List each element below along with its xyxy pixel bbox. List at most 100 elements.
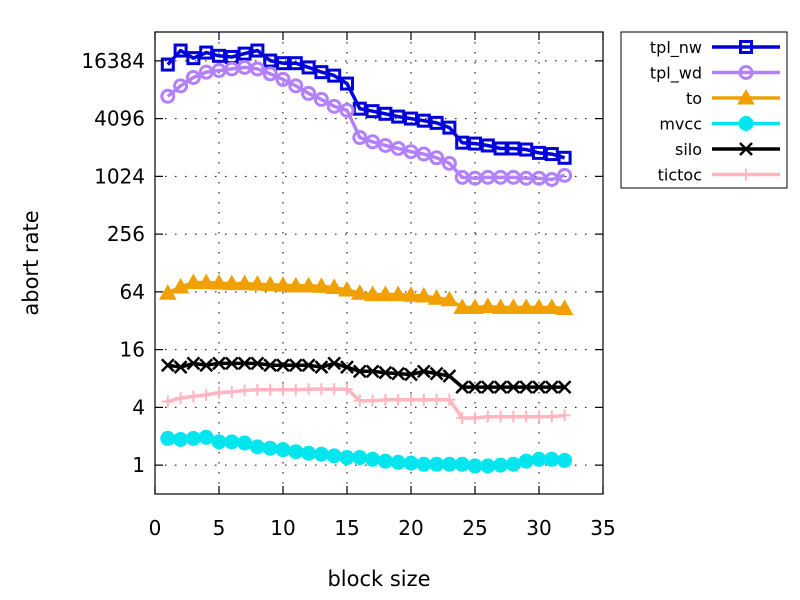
x-tick-label: 15 xyxy=(334,516,359,540)
y-tick-label: 256 xyxy=(107,222,145,246)
data-point-mvcc xyxy=(301,445,317,461)
y-tick-label: 16384 xyxy=(81,49,145,73)
data-point-silo xyxy=(480,380,495,395)
data-point-to xyxy=(491,298,510,314)
data-point-mvcc xyxy=(288,444,304,460)
data-point-tictoc xyxy=(392,393,405,406)
data-point-tpl_nw xyxy=(160,57,175,72)
data-point-silo xyxy=(365,364,380,379)
data-point-tictoc xyxy=(161,395,174,408)
data-point-tpl_wd xyxy=(288,78,304,94)
data-point-tpl_nw xyxy=(199,45,214,60)
data-point-tictoc xyxy=(494,410,507,423)
data-point-tpl_wd xyxy=(326,98,342,114)
data-point-silo xyxy=(519,380,534,395)
data-point-mvcc xyxy=(544,451,560,467)
data-point-silo xyxy=(352,364,367,379)
data-point-silo xyxy=(224,356,239,371)
data-point-mvcc xyxy=(313,446,329,462)
data-point-tpl_wd xyxy=(441,155,457,171)
data-point-tictoc xyxy=(277,383,289,396)
x-tick-label: 10 xyxy=(270,516,295,540)
data-point-mvcc xyxy=(403,455,419,471)
data-point-tpl_nw xyxy=(173,43,188,58)
data-point-mvcc xyxy=(326,448,342,464)
data-point-tpl_wd xyxy=(416,146,432,162)
data-point-tictoc xyxy=(507,410,520,423)
data-point-to xyxy=(530,298,548,314)
series-mvcc xyxy=(160,429,573,474)
data-point-silo xyxy=(468,380,482,395)
data-point-tictoc xyxy=(315,383,328,396)
data-point-silo xyxy=(429,366,444,381)
data-point-to xyxy=(440,290,459,307)
data-point-to xyxy=(286,276,305,293)
y-tick-label: 64 xyxy=(120,280,145,304)
data-point-to xyxy=(414,286,433,303)
data-point-to xyxy=(197,273,216,290)
x-tick-label: 0 xyxy=(149,516,162,540)
data-point-tictoc xyxy=(200,388,213,401)
data-point-tpl_nw xyxy=(442,120,457,135)
data-point-to xyxy=(466,298,484,314)
series-lines xyxy=(158,43,574,474)
data-point-tpl_nw xyxy=(429,115,444,130)
data-point-tpl_nw xyxy=(340,76,354,91)
data-point-tpl_wd xyxy=(557,167,573,183)
data-point-silo xyxy=(314,360,329,375)
data-point-tpl_wd xyxy=(544,171,560,187)
data-point-mvcc xyxy=(518,453,534,469)
data-point-tictoc xyxy=(533,410,545,423)
data-point-tpl_wd xyxy=(352,130,368,146)
data-point-to xyxy=(338,280,356,297)
legend-marker-silo xyxy=(739,142,753,156)
legend-marker-tictoc xyxy=(740,168,752,181)
data-point-to xyxy=(299,276,318,293)
data-point-mvcc xyxy=(416,456,432,472)
data-point-mvcc xyxy=(493,457,509,473)
data-point-tictoc xyxy=(481,410,494,423)
data-point-to xyxy=(235,274,254,291)
data-point-tpl_nw xyxy=(365,104,380,119)
legend-box xyxy=(620,31,788,189)
data-point-tpl_nw xyxy=(301,60,316,75)
data-point-tpl_wd xyxy=(390,140,406,156)
data-point-tpl_wd xyxy=(301,85,317,101)
data-point-tpl_wd xyxy=(173,78,189,94)
data-point-tictoc xyxy=(213,386,225,399)
data-point-tpl_nw xyxy=(416,113,431,128)
data-point-silo xyxy=(173,360,188,375)
data-point-tpl_nw xyxy=(327,68,342,83)
data-point-tpl_wd xyxy=(429,150,445,166)
data-point-to xyxy=(389,285,408,302)
series-line-tpl_wd xyxy=(166,65,566,182)
plot-frame xyxy=(154,31,604,495)
data-point-tictoc xyxy=(341,383,353,396)
legend-marker-to xyxy=(737,88,755,105)
data-point-to xyxy=(274,276,292,292)
series-line-silo xyxy=(167,361,565,389)
data-point-silo xyxy=(237,356,252,371)
data-point-to xyxy=(325,278,344,295)
data-point-tictoc xyxy=(545,410,558,423)
data-point-tictoc xyxy=(469,411,481,424)
y-axis-label: abort rate xyxy=(19,210,43,315)
x-tick-label: 5 xyxy=(213,516,226,540)
data-point-tpl_nw xyxy=(186,51,201,66)
data-point-silo xyxy=(186,356,201,371)
data-point-mvcc xyxy=(480,458,496,474)
grid-lines xyxy=(155,32,603,494)
data-point-silo xyxy=(506,380,521,395)
data-point-tpl_nw xyxy=(404,111,418,126)
data-point-silo xyxy=(276,358,290,373)
data-point-tpl_wd xyxy=(275,71,291,87)
data-point-tpl_nw xyxy=(519,142,534,157)
data-point-tictoc xyxy=(174,392,187,405)
data-point-to xyxy=(261,275,280,292)
data-point-to xyxy=(478,297,497,314)
data-point-silo xyxy=(455,380,470,395)
data-point-mvcc xyxy=(352,450,368,466)
data-point-mvcc xyxy=(275,442,291,458)
data-point-tpl_nw xyxy=(378,106,393,121)
